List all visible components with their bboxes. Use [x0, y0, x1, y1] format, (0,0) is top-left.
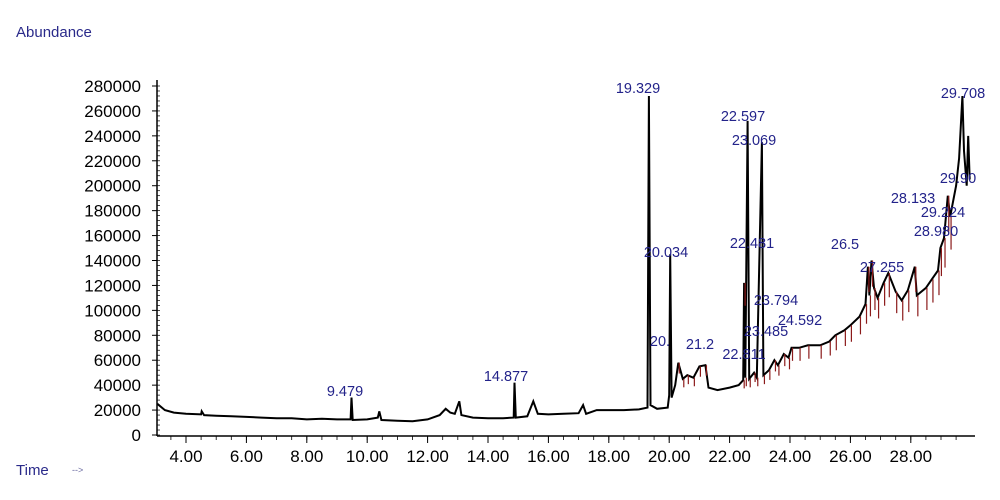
- peak-label: 29.224: [921, 205, 965, 221]
- peak-label: 23.069: [732, 133, 776, 149]
- peak-label: 20.034: [644, 245, 688, 261]
- y-tick-label: 240000: [84, 127, 141, 146]
- x-tick-label: 22.00: [708, 447, 751, 466]
- x-tick-label: 12.00: [406, 447, 449, 466]
- x-tick-label: 16.00: [527, 447, 570, 466]
- x-tick-label: 18.00: [588, 447, 631, 466]
- peak-label: 29.90: [940, 171, 976, 187]
- x-tick-label: 20.00: [648, 447, 691, 466]
- peak-label: 24.592: [778, 313, 822, 329]
- x-tick-label: 6.00: [230, 447, 263, 466]
- peak-label: 20.: [650, 334, 670, 350]
- y-tick-label: 140000: [84, 252, 141, 271]
- y-tick-label: 280000: [84, 77, 141, 96]
- peak-label: 21.2: [686, 337, 714, 353]
- y-tick-label: 100000: [84, 301, 141, 320]
- y-tick-label: 60000: [94, 351, 141, 370]
- peak-label: 28.133: [891, 191, 935, 207]
- x-tick-label: 24.00: [769, 447, 812, 466]
- peak-label: 9.479: [327, 384, 363, 400]
- peak-label: 22.811: [722, 347, 765, 363]
- y-tick-label: 160000: [84, 227, 141, 246]
- x-tick-label: 26.00: [829, 447, 872, 466]
- y-tick-label: 220000: [84, 152, 141, 171]
- peak-label: 22.481: [730, 236, 774, 252]
- peak-label: 23.794: [754, 293, 798, 309]
- x-axis-label: Time: [16, 462, 49, 479]
- peak-label: 29.708: [941, 86, 985, 102]
- chromatogram-trace: [156, 95, 971, 423]
- y-tick-label: 20000: [94, 401, 141, 420]
- x-tick-label: 4.00: [169, 447, 202, 466]
- peak-label: 22.597: [721, 109, 765, 125]
- x-axis-arrow: -->: [72, 465, 83, 475]
- peak-label: 28.980: [914, 224, 958, 240]
- y-axis-label: Abundance: [16, 24, 92, 41]
- y-tick-label: 200000: [84, 177, 141, 196]
- peak-label: 23.485: [744, 324, 788, 340]
- y-tick-label: 120000: [84, 276, 141, 295]
- x-tick-label: 14.00: [467, 447, 510, 466]
- peak-label: 14.877: [484, 369, 528, 385]
- y-tick-label: 80000: [94, 326, 141, 345]
- peak-label: 26.5: [831, 237, 859, 253]
- peak-label: 27.255: [860, 260, 904, 276]
- peak-label: 19.329: [616, 81, 660, 97]
- x-tick-label: 28.00: [890, 447, 933, 466]
- y-tick-label: 0: [132, 426, 141, 445]
- x-tick-label: 8.00: [290, 447, 323, 466]
- y-tick-label: 40000: [94, 376, 141, 395]
- y-tick-label: 180000: [84, 202, 141, 221]
- y-tick-label: 260000: [84, 102, 141, 121]
- x-tick-label: 10.00: [346, 447, 389, 466]
